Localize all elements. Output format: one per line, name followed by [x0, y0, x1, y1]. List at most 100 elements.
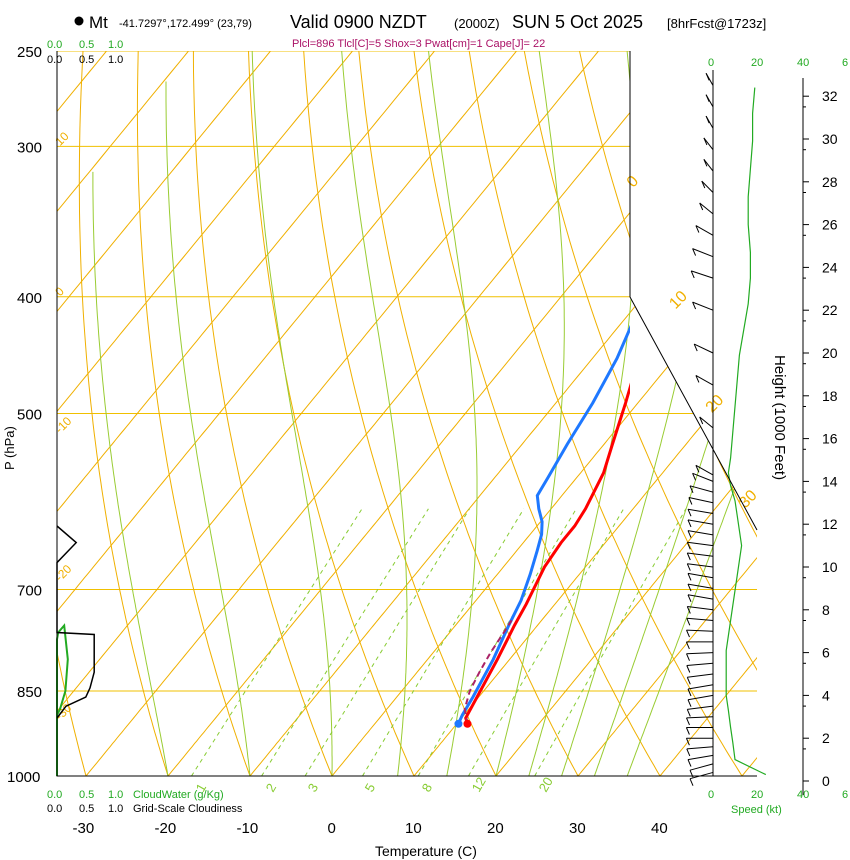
pressure-tick-label: 1000	[7, 769, 40, 786]
valid-time: Valid 0900 NZDT	[290, 12, 427, 32]
height-tick-label: 28	[822, 174, 838, 190]
isotherm-line	[741, 51, 757, 776]
wind-barb	[686, 652, 714, 655]
wind-barb	[689, 763, 714, 771]
height-tick-label: 0	[822, 773, 830, 789]
wind-barb-flag	[686, 665, 691, 673]
station-coords: -41.7297°,172.499° (23,79)	[119, 18, 252, 30]
height-tick-label: 12	[822, 516, 838, 532]
wind-barb	[687, 552, 714, 557]
height-axis-label: Height (1000 Feet)	[771, 355, 788, 480]
wind-barb-flag	[703, 137, 708, 146]
wind-barb	[692, 248, 714, 258]
moist-adiabat-line	[626, 51, 757, 776]
dry-adiabat-line	[136, 51, 260, 776]
mixing-ratio-label: 12	[469, 774, 489, 794]
wind-barb-flag	[692, 301, 697, 310]
isotherm-line	[249, 51, 757, 776]
dewpoint-line	[457, 324, 630, 725]
height-tick-label: 14	[822, 473, 838, 489]
isotherm-label: -10	[52, 414, 74, 436]
wind-barb-flag	[705, 73, 710, 81]
wind-barb	[687, 606, 714, 611]
mixing-ratio-line	[534, 508, 687, 776]
mixing-ratio-line	[261, 508, 429, 776]
temperature-tick-label: -10	[237, 820, 259, 837]
wind-barb	[692, 472, 714, 482]
wind-barb	[701, 180, 714, 193]
moist-adiabat-line	[165, 81, 251, 776]
forecast-label: [8hrFcst@1723z]	[667, 16, 766, 31]
wind-barb	[687, 572, 714, 579]
isotherm-line	[57, 51, 362, 776]
temperature-tick-label: 0	[328, 820, 336, 837]
speed-tick-top: 20	[751, 57, 763, 69]
wind-barb-flag	[687, 688, 692, 697]
moist-adiabat-line	[593, 51, 757, 776]
wind-barb-flag	[686, 717, 690, 726]
wind-barb	[703, 137, 714, 151]
isotherm-line	[495, 51, 757, 776]
wind-barb-flag	[686, 542, 691, 550]
cloudwater-scale-bottom: 0.5	[79, 789, 94, 801]
cloudiness-label: Grid-Scale Cloudiness	[133, 803, 243, 815]
height-tick-label: 16	[822, 431, 838, 447]
dry-adiabat-line	[520, 51, 757, 776]
wind-barb-flag	[685, 641, 690, 650]
cloudiness-scale-bottom: 1.0	[108, 803, 123, 815]
temperature-tick-label: 30	[569, 820, 586, 837]
speed-tick-top: 6	[842, 57, 848, 69]
speed-tick-bottom: 6	[842, 789, 848, 801]
moist-adiabat-line	[251, 51, 333, 776]
isotherm-label: 20	[703, 392, 728, 417]
mixing-ratio-label: 3	[305, 781, 322, 795]
wind-barb-flag	[686, 563, 691, 571]
wind-barb-flag	[686, 677, 691, 685]
isotherm-label: -20	[52, 562, 74, 584]
wind-barb	[692, 301, 714, 311]
speed-tick-top: 40	[797, 57, 809, 69]
wind-barb	[687, 673, 714, 678]
wind-barb-flag	[689, 485, 694, 493]
isotherm-line	[57, 51, 280, 776]
temperature-line	[464, 382, 630, 725]
parcel-line	[463, 617, 514, 724]
zulu-time: (2000Z)	[454, 16, 500, 31]
wind-barb	[687, 530, 714, 536]
wind-barb-flag	[687, 509, 692, 517]
y-axis-label: P (hPa)	[2, 426, 17, 470]
mixing-ratio-line	[304, 508, 470, 776]
pressure-tick-label: 250	[17, 44, 42, 61]
cloudwater-scale-bottom: 0.0	[47, 789, 62, 801]
height-tick-label: 24	[822, 259, 838, 275]
dry-adiabat-line	[57, 51, 94, 776]
wind-barb	[699, 202, 714, 215]
wind-barb-flag	[688, 497, 693, 505]
wind-barb-flag	[686, 552, 691, 561]
wind-barb	[687, 705, 714, 710]
mixing-ratio-label: 5	[362, 781, 379, 795]
height-tick-label: 18	[822, 388, 838, 404]
dry-adiabat-line	[465, 51, 757, 776]
isotherm-label: 10	[52, 129, 72, 149]
wind-barb-flag	[695, 225, 700, 233]
wind-barb	[687, 684, 714, 690]
wind-barb-flag	[695, 375, 700, 383]
mixing-ratio-label: 8	[419, 781, 436, 795]
wind-barb	[687, 594, 714, 600]
station-name: Mt	[89, 13, 108, 32]
height-tick-label: 2	[822, 730, 830, 746]
wind-barb-flag	[685, 727, 690, 735]
wind-barb	[686, 629, 714, 632]
wind-barb-flag	[687, 573, 692, 581]
cloudiness-scale-bottom: 0.5	[79, 803, 94, 815]
height-tick-label: 26	[822, 217, 838, 233]
isotherm-label: 10	[666, 288, 691, 313]
pressure-tick-label: 700	[17, 582, 42, 599]
mixing-ratio-line	[362, 508, 525, 776]
cloudiness-line	[56, 525, 95, 719]
speed-tick-top: 0	[708, 57, 714, 69]
wind-barb-flag	[692, 248, 697, 256]
dry-adiabat-line	[301, 51, 510, 776]
mixing-ratio-label: 20	[536, 774, 556, 794]
